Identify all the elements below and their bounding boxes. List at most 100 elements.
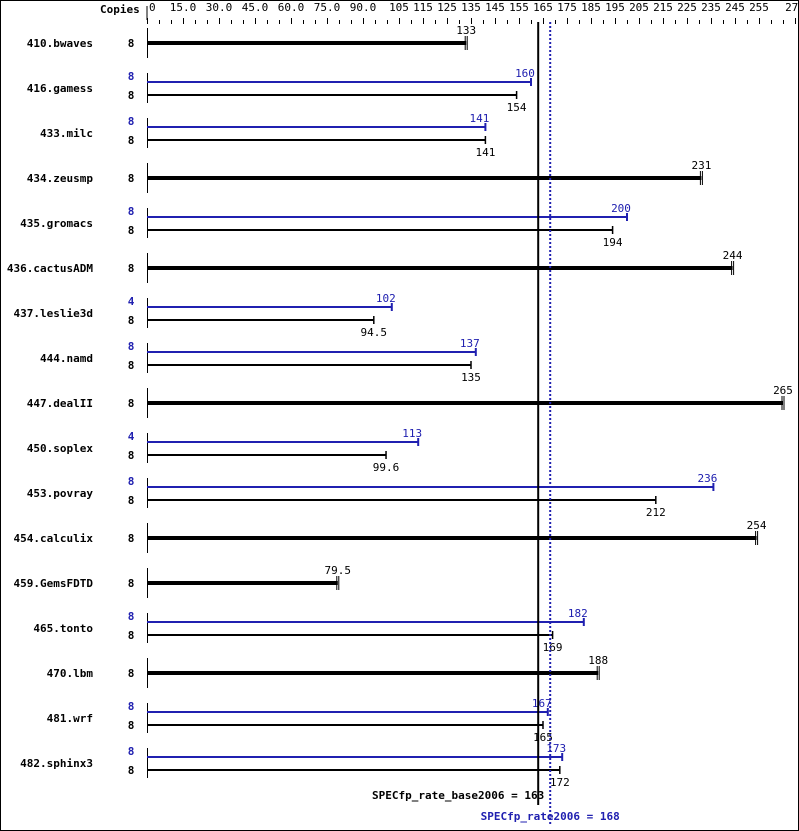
x-axis: 0 15.0 30.0 45.0 60.0 75.0 90.0 105 115 125 135 145…	[146, 1, 799, 24]
base-value-label: 94.5	[361, 326, 388, 339]
x-tick-label: 60.0	[278, 1, 305, 14]
x-tick-label: 135	[461, 1, 481, 14]
peak-value-label: 102	[376, 292, 396, 305]
x-tick-label: 15.0	[170, 1, 197, 14]
benchmark-row: 410.bwaves 8 133	[27, 24, 476, 58]
benchmark-name: 436.cactusADM	[7, 262, 93, 275]
x-tick-label: 245	[725, 1, 745, 14]
base-value-label: 172	[550, 776, 570, 789]
peak-copies: 4	[128, 295, 135, 308]
x-tick-label: 185	[581, 1, 601, 14]
peak-value-label: 137	[460, 337, 480, 350]
benchmark-row: 450.soplex 4 8 113 99.6	[27, 427, 422, 474]
benchmark-row: 437.leslie3d 4 8 102 94.5	[14, 292, 396, 339]
x-tick-label: 75.0	[314, 1, 341, 14]
peak-summary-label: SPECfp_rate2006 = 168	[481, 810, 620, 823]
benchmark-name: 416.gamess	[27, 82, 93, 95]
base-bar	[147, 499, 656, 501]
base-bar	[147, 454, 387, 456]
base-bar	[147, 319, 374, 321]
benchmark-name: 481.wrf	[47, 712, 93, 725]
base-copies: 8	[128, 134, 135, 147]
base-bar	[147, 94, 517, 96]
x-tick-label: 145	[485, 1, 505, 14]
base-value-label: 141	[475, 146, 495, 159]
base-value-label: 194	[603, 236, 623, 249]
peak-copies: 8	[128, 205, 135, 218]
base-copies: 8	[128, 262, 135, 275]
base-value-label: 254	[747, 519, 767, 532]
peak-value-label: 173	[546, 742, 566, 755]
benchmark-name: 450.soplex	[27, 442, 94, 455]
x-tick-label: 235	[701, 1, 721, 14]
base-copies: 8	[128, 629, 135, 642]
x-tick-label: 225	[677, 1, 697, 14]
benchmark-row: 447.dealII 8 265	[27, 384, 793, 418]
peak-copies: 8	[128, 70, 135, 83]
base-copies: 8	[128, 397, 135, 410]
base-value-label: 265	[773, 384, 793, 397]
benchmark-row: 434.zeusmp 8 231	[27, 159, 711, 193]
base-bar	[147, 401, 783, 405]
peak-bar	[147, 756, 563, 758]
benchmark-name: 447.dealII	[27, 397, 93, 410]
benchmark-name: 410.bwaves	[27, 37, 93, 50]
base-value-label: 169	[543, 641, 563, 654]
base-copies: 8	[128, 764, 135, 777]
base-value-label: 135	[461, 371, 481, 384]
benchmark-name: 433.milc	[40, 127, 93, 140]
base-value-label: 154	[507, 101, 527, 114]
benchmark-name: 434.zeusmp	[27, 172, 94, 185]
base-value-label: 99.6	[373, 461, 400, 474]
base-bar	[147, 671, 599, 675]
benchmark-name: 470.lbm	[47, 667, 94, 680]
peak-copies: 4	[128, 430, 135, 443]
peak-bar	[147, 351, 476, 353]
x-tick-label: 0	[149, 1, 156, 14]
base-copies: 8	[128, 89, 135, 102]
x-tick-label: 205	[629, 1, 649, 14]
x-tick-label: 125	[437, 1, 457, 14]
benchmark-name: 459.GemsFDTD	[14, 577, 94, 590]
base-value-label: 244	[723, 249, 743, 262]
base-copies: 8	[128, 719, 135, 732]
benchmark-row: 459.GemsFDTD 8 79.5	[14, 564, 351, 598]
base-value-label: 188	[588, 654, 608, 667]
x-tick-label: 155	[509, 1, 529, 14]
benchmark-row: 416.gamess 8 8 160 154	[27, 67, 535, 114]
base-bar	[147, 266, 733, 270]
base-copies: 8	[128, 172, 135, 185]
base-bar	[147, 769, 560, 771]
x-tick-label: 270	[785, 1, 799, 14]
peak-bar	[147, 441, 419, 443]
benchmark-row: 433.milc 8 8 141 141	[40, 112, 495, 159]
peak-value-label: 160	[515, 67, 535, 80]
base-bar	[147, 41, 467, 45]
peak-value-label: 182	[568, 607, 588, 620]
x-tick-label: 175	[557, 1, 577, 14]
base-value-label: 133	[456, 24, 476, 37]
peak-value-label: 141	[469, 112, 489, 125]
summary-lines: SPECfp_rate_base2006 = 163 SPECfp_rate200…	[372, 22, 620, 826]
base-value-label: 212	[646, 506, 666, 519]
peak-value-label: 236	[697, 472, 717, 485]
base-copies: 8	[128, 359, 135, 372]
peak-bar	[147, 711, 548, 713]
benchmark-row: 435.gromacs 8 8 200 194	[20, 202, 631, 249]
base-copies: 8	[128, 577, 135, 590]
peak-copies: 8	[128, 115, 135, 128]
benchmark-row: 453.povray 8 8 236 212	[27, 472, 718, 519]
benchmark-name: 465.tonto	[33, 622, 93, 635]
peak-copies: 8	[128, 610, 135, 623]
benchmark-name: 437.leslie3d	[14, 307, 93, 320]
benchmark-row: 444.namd 8 8 137 135	[40, 337, 481, 384]
base-bar	[147, 634, 553, 636]
base-copies: 8	[128, 494, 135, 507]
peak-bar	[147, 126, 486, 128]
base-copies: 8	[128, 532, 135, 545]
base-copies: 8	[128, 224, 135, 237]
benchmark-row: 465.tonto 8 8 182 169	[33, 607, 587, 654]
base-bar	[147, 581, 338, 585]
benchmark-name: 454.calculix	[14, 532, 94, 545]
benchmark-row: 436.cactusADM 8 244	[7, 249, 743, 283]
